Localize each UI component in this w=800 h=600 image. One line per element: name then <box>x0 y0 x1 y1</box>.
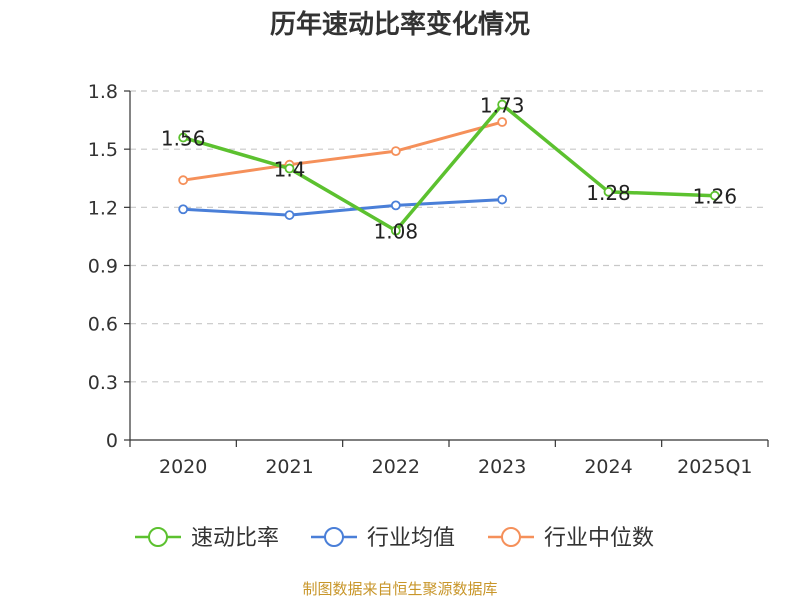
data-point <box>390 200 401 211</box>
x-tick-label: 2025Q1 <box>677 456 752 478</box>
data-point <box>497 99 508 110</box>
x-tick-label: 2024 <box>584 456 632 478</box>
series-layer <box>178 99 720 236</box>
data-point <box>603 186 614 197</box>
series-line-0 <box>182 102 715 233</box>
data-point <box>178 204 189 215</box>
legend-item[interactable]: 行业中位数 <box>488 526 654 551</box>
data-point <box>709 190 720 201</box>
data-label: 1.26 <box>693 185 738 209</box>
data-point <box>497 117 508 127</box>
y-tick-label: 0.6 <box>88 314 118 336</box>
data-point <box>390 146 401 157</box>
data-point <box>178 175 189 186</box>
legend-marker <box>324 527 344 547</box>
legend: 速动比率 行业均值 行业中位数 <box>135 526 654 551</box>
y-tick-label: 0 <box>106 430 118 452</box>
x-tick-label: 2023 <box>478 456 526 478</box>
label-layer: 1.56 1.4 1.08 1.73 1.28 1.26 <box>161 94 737 244</box>
legend-marker <box>501 527 521 547</box>
data-point <box>390 225 401 236</box>
x-tick-label: 2022 <box>372 456 420 478</box>
y-tick-label: 0.9 <box>88 256 118 278</box>
data-point <box>497 194 508 205</box>
y-tick-label: 1.5 <box>88 139 118 161</box>
y-tick-label: 1.8 <box>88 81 118 103</box>
data-label: 1.56 <box>161 127 206 151</box>
source-note: 制图数据来自恒生聚源数据库 <box>302 580 498 598</box>
data-point <box>178 132 189 143</box>
data-label: 1.08 <box>374 220 419 244</box>
y-tick-label: 0.3 <box>88 372 118 394</box>
axis-layer: 0 0.3 0.6 0.9 1.2 1.5 1.8 2020 2021 2022 2023 2024 2… <box>88 81 769 478</box>
series-line-2 <box>182 120 503 182</box>
y-tick-label: 1.2 <box>88 197 118 219</box>
data-point <box>284 163 295 174</box>
legend-label: 速动比率 <box>191 526 279 551</box>
data-label: 1.28 <box>586 181 631 205</box>
legend-label: 行业均值 <box>367 526 455 551</box>
legend-marker <box>148 527 168 547</box>
x-tick-label: 2020 <box>159 456 207 478</box>
legend-item[interactable]: 行业均值 <box>311 526 455 551</box>
legend-item[interactable]: 速动比率 <box>135 526 279 551</box>
legend-label: 行业中位数 <box>544 526 654 551</box>
series-line-1 <box>183 198 503 217</box>
x-tick-label: 2021 <box>265 456 313 478</box>
chart-title: 历年速动比率变化情况 <box>269 10 530 40</box>
data-label: 1.4 <box>274 158 306 182</box>
grid-layer <box>130 90 768 383</box>
data-label: 1.73 <box>480 94 525 118</box>
data-point <box>284 210 295 220</box>
